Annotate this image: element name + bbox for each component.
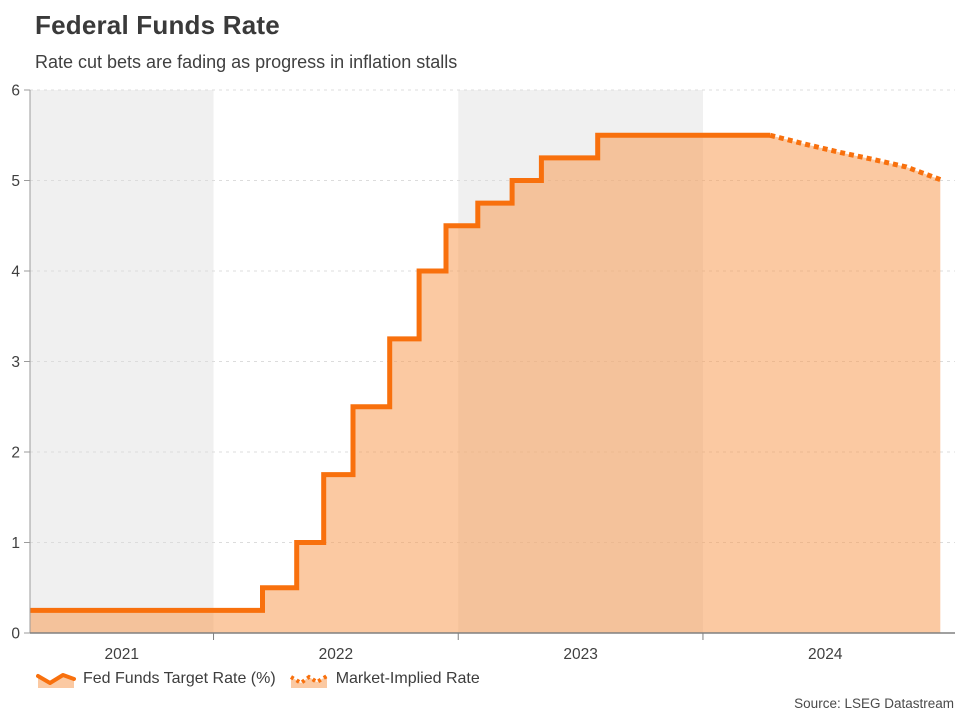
legend-label-market-implied: Market-Implied Rate (335, 670, 480, 687)
market-implied-rate-line (769, 132, 942, 182)
y-tick-label-6: 6 (11, 83, 20, 100)
page-title: Federal Funds Rate (35, 10, 280, 40)
fed-funds-target-rate-line (30, 132, 771, 613)
y-tick-label-3: 3 (11, 354, 20, 371)
legend-item-fed-funds: Fed Funds Target Rate (%) (36, 669, 276, 689)
chart-legend: Fed Funds Target Rate (%) Market-Implied… (36, 669, 480, 689)
chart-subtitle: Rate cut bets are fading as progress in … (35, 52, 458, 72)
dotted-line-swatch-icon (289, 674, 328, 688)
x-tick-label-2024: 2024 (808, 646, 843, 663)
y-tick-label-2: 2 (11, 445, 20, 462)
y-tick-label-5: 5 (11, 173, 20, 190)
x-tick-label-2022: 2022 (319, 646, 353, 663)
y-tick-label-1: 1 (11, 535, 20, 552)
source-attribution: Source: LSEG Datastream (794, 696, 954, 711)
rate-area-fill (30, 135, 941, 634)
solid-line-swatch-icon (36, 673, 76, 688)
legend-item-market-implied: Market-Implied Rate (289, 669, 480, 689)
x-tick-label-2021: 2021 (105, 646, 139, 663)
y-tick-label-4: 4 (11, 264, 20, 281)
legend-label-fed-funds: Fed Funds Target Rate (%) (83, 670, 276, 687)
y-tick-label-0: 0 (11, 626, 20, 643)
x-tick-label-2023: 2023 (563, 646, 597, 663)
